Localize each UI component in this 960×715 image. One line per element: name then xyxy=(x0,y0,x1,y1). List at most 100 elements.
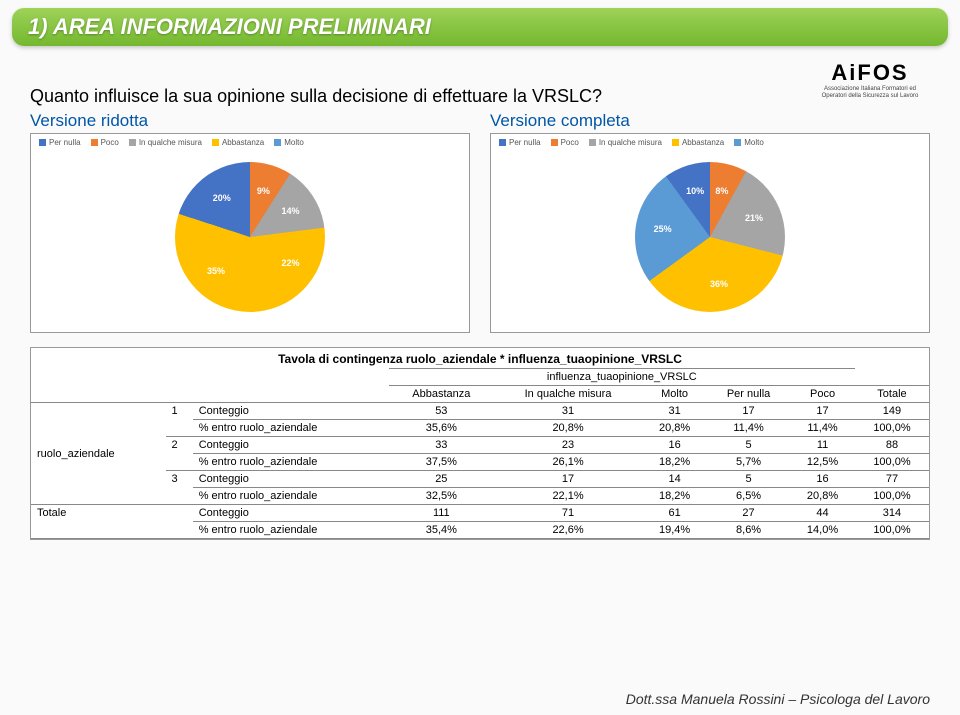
table-group-key: 1 xyxy=(166,403,193,420)
table-cell: 14 xyxy=(642,471,707,488)
logo-main: AiFOS xyxy=(810,60,930,86)
legend-swatch xyxy=(39,139,46,146)
legend-label: Molto xyxy=(284,138,304,147)
legend-swatch xyxy=(274,139,281,146)
table-cell: 18,2% xyxy=(642,454,707,471)
legend-item: Per nulla xyxy=(499,138,541,147)
table-cell: 100,0% xyxy=(855,420,929,437)
chart-right-title: Versione completa xyxy=(490,111,930,131)
contingency-table: influenza_tuaopinione_VRSLCAbbastanzaIn … xyxy=(31,368,929,539)
logo-sub1: Associazione Italiana Formatori ed xyxy=(810,86,930,93)
table-pct-label: % entro ruolo_aziendale xyxy=(193,522,389,539)
legend-swatch xyxy=(589,139,596,146)
pie-slice-label: 25% xyxy=(654,224,672,234)
chart-left-col: Versione ridotta Per nullaPocoIn qualche… xyxy=(30,111,470,333)
table-cell: 314 xyxy=(855,505,929,522)
table-cell: 6,5% xyxy=(707,488,790,505)
legend-item: Abbastanza xyxy=(672,138,724,147)
legend-swatch xyxy=(129,139,136,146)
table-col-header: Per nulla xyxy=(707,386,790,403)
pie-slice-label: 20% xyxy=(213,193,231,203)
table-cell: 61 xyxy=(642,505,707,522)
footer-text: Dott.ssa Manuela Rossini – Psicologa del… xyxy=(626,691,930,707)
table-cell: 20,8% xyxy=(790,488,855,505)
table-cell: 33 xyxy=(389,437,494,454)
legend-swatch xyxy=(212,139,219,146)
table-cell: 16 xyxy=(642,437,707,454)
table-cell: 11,4% xyxy=(790,420,855,437)
table-cell: 32,5% xyxy=(389,488,494,505)
table-cell: 19,4% xyxy=(642,522,707,539)
table-cell: 53 xyxy=(389,403,494,420)
table-cell: 77 xyxy=(855,471,929,488)
table-col-header: Molto xyxy=(642,386,707,403)
chart-right-box: Per nullaPocoIn qualche misuraAbbastanza… xyxy=(490,133,930,333)
legend-left: Per nullaPocoIn qualche misuraAbbastanza… xyxy=(35,138,465,147)
table-cell: 17 xyxy=(494,471,642,488)
table-super-header: influenza_tuaopinione_VRSLC xyxy=(389,369,855,386)
table-col-header: In qualche misura xyxy=(494,386,642,403)
table-cell: 27 xyxy=(707,505,790,522)
pie-slice-label: 14% xyxy=(282,206,300,216)
table-cell: 5 xyxy=(707,471,790,488)
chart-right-col: Versione completa Per nullaPocoIn qualch… xyxy=(490,111,930,333)
legend-swatch xyxy=(91,139,98,146)
table-total-label: Totale xyxy=(31,505,166,522)
pie-right: 8%21%36%25%10% xyxy=(635,162,785,312)
table-cell: 35,4% xyxy=(389,522,494,539)
pie-slice-label: 22% xyxy=(282,258,300,268)
legend-swatch xyxy=(551,139,558,146)
table-col-header: Poco xyxy=(790,386,855,403)
table-count-label: Conteggio xyxy=(193,505,389,522)
table-cell: 100,0% xyxy=(855,488,929,505)
legend-label: Abbastanza xyxy=(222,138,264,147)
table-cell: 71 xyxy=(494,505,642,522)
legend-label: Poco xyxy=(101,138,119,147)
table-col-header: Abbastanza xyxy=(389,386,494,403)
contingency-table-wrap: Tavola di contingenza ruolo_aziendale * … xyxy=(30,347,930,540)
chart-row: Versione ridotta Per nulla Poco In qualche… xyxy=(30,111,930,333)
table-cell: 149 xyxy=(855,403,929,420)
table-group-key: 3 xyxy=(166,471,193,488)
table-cell: 11,4% xyxy=(707,420,790,437)
table-cell: 8,6% xyxy=(707,522,790,539)
pie-left: 9%14%22%35%20% xyxy=(175,162,325,312)
legend-right: Per nullaPocoIn qualche misuraAbbastanza… xyxy=(495,138,925,147)
pie-right-wrap: 8%21%36%25%10% xyxy=(635,162,785,312)
chart-left-title: Versione ridotta xyxy=(30,111,470,131)
pie-slice-label: 35% xyxy=(207,266,225,276)
legend-item: Molto xyxy=(274,138,304,147)
legend-swatch xyxy=(734,139,741,146)
table-pct-label: % entro ruolo_aziendale xyxy=(193,454,389,471)
table-cell: 100,0% xyxy=(855,522,929,539)
legend-label: In qualche misura xyxy=(139,138,202,147)
table-cell: 12,5% xyxy=(790,454,855,471)
legend-swatch xyxy=(499,139,506,146)
table-pct-label: % entro ruolo_aziendale xyxy=(193,488,389,505)
table-cell: 31 xyxy=(642,403,707,420)
table-cell: 17 xyxy=(790,403,855,420)
table-cell: 25 xyxy=(389,471,494,488)
legend-label: Molto xyxy=(744,138,764,147)
table-cell: 111 xyxy=(389,505,494,522)
legend-item: Poco xyxy=(551,138,579,147)
legend-item: Abbastanza xyxy=(212,138,264,147)
table-cell: 5,7% xyxy=(707,454,790,471)
table-cell: 11 xyxy=(790,437,855,454)
pie-slice-label: 21% xyxy=(745,213,763,223)
chart-left-box: Per nullaPocoIn qualche misuraAbbastanza… xyxy=(30,133,470,333)
legend-item: In qualche misura xyxy=(129,138,202,147)
table-col-header: Totale xyxy=(855,386,929,403)
legend-label: Abbastanza xyxy=(682,138,724,147)
legend-label: Poco xyxy=(561,138,579,147)
table-count-label: Conteggio xyxy=(193,403,389,420)
pie-slice-label: 8% xyxy=(715,186,728,196)
table-group-key: 2 xyxy=(166,437,193,454)
pie-left-wrap: 9%14%22%35%20% xyxy=(175,162,325,312)
table-cell: 20,8% xyxy=(642,420,707,437)
table-cell: 88 xyxy=(855,437,929,454)
table-cell: 17 xyxy=(707,403,790,420)
table-cell: 20,8% xyxy=(494,420,642,437)
table-count-label: Conteggio xyxy=(193,471,389,488)
aifos-logo: AiFOS Associazione Italiana Formatori ed… xyxy=(810,60,930,99)
